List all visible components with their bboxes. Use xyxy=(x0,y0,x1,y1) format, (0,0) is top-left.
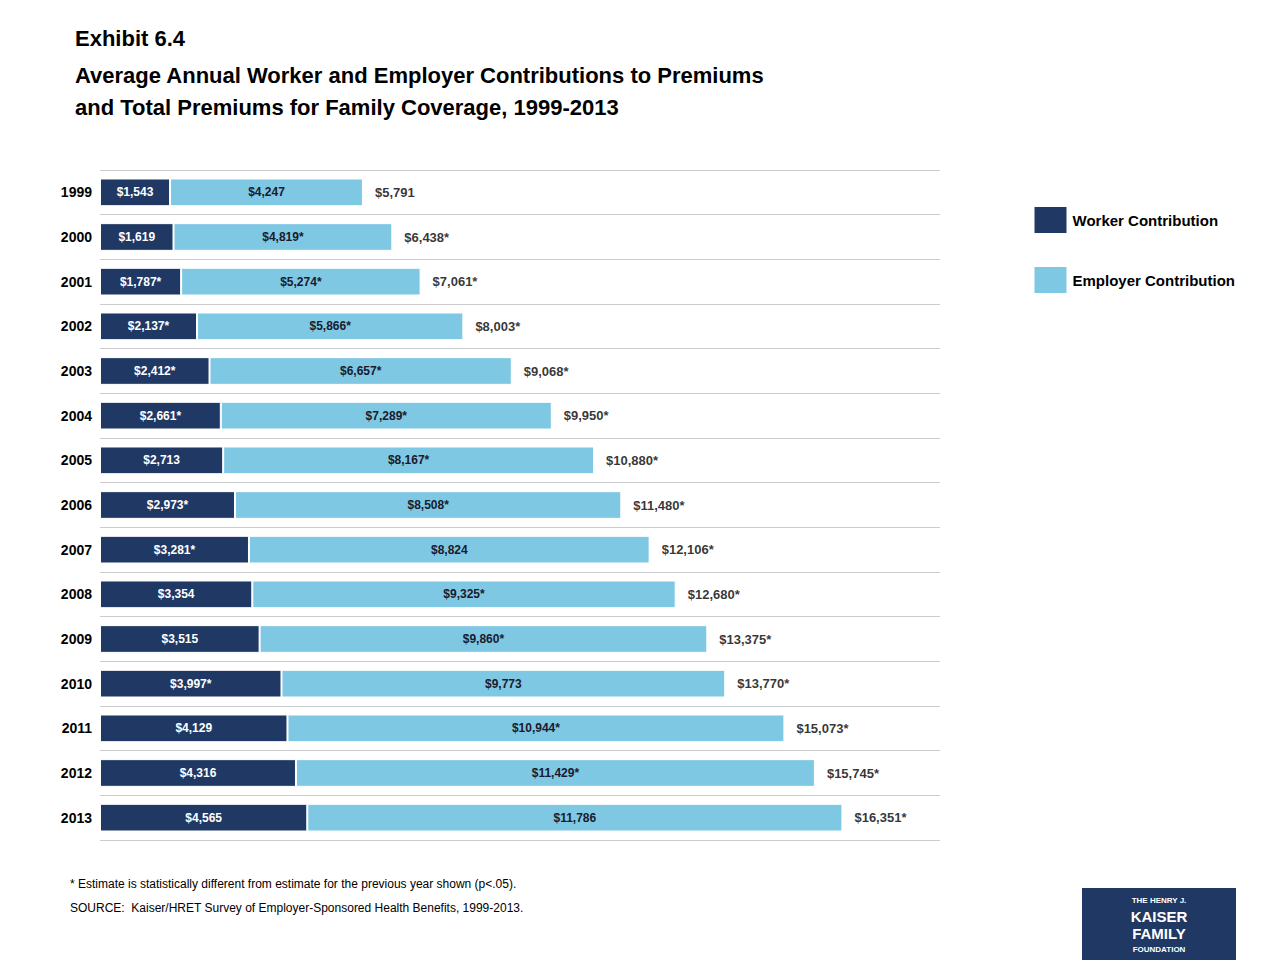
svg-text:$5,791: $5,791 xyxy=(375,185,415,200)
svg-text:$8,508*: $8,508* xyxy=(407,498,449,512)
svg-text:2011: 2011 xyxy=(62,720,93,736)
svg-text:$3,515: $3,515 xyxy=(161,632,198,646)
svg-text:Average Annual Worker and Empl: Average Annual Worker and Employer Contr… xyxy=(75,63,764,88)
svg-text:2009: 2009 xyxy=(61,631,92,647)
svg-text:FAMILY: FAMILY xyxy=(1132,925,1186,942)
svg-text:$1,787*: $1,787* xyxy=(120,275,162,289)
svg-text:$5,866*: $5,866* xyxy=(310,319,352,333)
svg-text:FOUNDATION: FOUNDATION xyxy=(1133,945,1186,954)
svg-text:$4,247: $4,247 xyxy=(248,185,285,199)
svg-text:* Estimate is statistically di: * Estimate is statistically different fr… xyxy=(70,877,516,891)
svg-text:$2,713: $2,713 xyxy=(143,453,180,467)
svg-text:$2,412*: $2,412* xyxy=(134,364,176,378)
svg-text:$5,274*: $5,274* xyxy=(280,275,322,289)
svg-text:$13,375*: $13,375* xyxy=(719,632,772,647)
svg-text:2000: 2000 xyxy=(61,229,92,245)
svg-text:$3,281*: $3,281* xyxy=(154,543,196,557)
svg-text:2001: 2001 xyxy=(61,274,92,290)
svg-text:$2,973*: $2,973* xyxy=(147,498,189,512)
svg-text:$15,073*: $15,073* xyxy=(796,721,849,736)
svg-text:Exhibit 6.4: Exhibit 6.4 xyxy=(75,26,186,51)
svg-text:$11,786: $11,786 xyxy=(553,811,596,825)
svg-text:$7,289*: $7,289* xyxy=(366,409,408,423)
svg-text:$8,003*: $8,003* xyxy=(475,319,521,334)
svg-text:2012: 2012 xyxy=(61,765,92,781)
svg-text:SOURCE: Kaiser/HRET Survey of: SOURCE: Kaiser/HRET Survey of Employer-S… xyxy=(70,901,523,915)
svg-text:$9,860*: $9,860* xyxy=(463,632,505,646)
svg-text:and Total Premiums for Family: and Total Premiums for Family Coverage, … xyxy=(75,95,619,120)
svg-text:Employer Contribution: Employer Contribution xyxy=(1073,272,1236,289)
svg-text:$13,770*: $13,770* xyxy=(737,676,790,691)
svg-text:1999: 1999 xyxy=(61,184,92,200)
svg-text:2013: 2013 xyxy=(61,810,92,826)
svg-text:$4,819*: $4,819* xyxy=(262,230,304,244)
svg-text:$2,137*: $2,137* xyxy=(128,319,170,333)
svg-text:$11,480*: $11,480* xyxy=(633,498,685,513)
svg-text:$12,106*: $12,106* xyxy=(662,542,715,557)
svg-text:$4,316: $4,316 xyxy=(180,766,217,780)
svg-text:$10,880*: $10,880* xyxy=(606,453,659,468)
svg-text:KAISER: KAISER xyxy=(1131,908,1188,925)
svg-text:$10,944*: $10,944* xyxy=(512,721,560,735)
svg-text:2005: 2005 xyxy=(61,452,92,468)
svg-text:2002: 2002 xyxy=(61,318,92,334)
svg-text:$9,773: $9,773 xyxy=(485,677,522,691)
svg-text:$8,824: $8,824 xyxy=(431,543,468,557)
svg-text:$6,657*: $6,657* xyxy=(340,364,382,378)
svg-text:THE HENRY J.: THE HENRY J. xyxy=(1132,896,1187,905)
svg-text:2003: 2003 xyxy=(61,363,92,379)
svg-text:$16,351*: $16,351* xyxy=(854,810,907,825)
svg-text:2008: 2008 xyxy=(61,586,92,602)
svg-text:$1,543: $1,543 xyxy=(117,185,154,199)
svg-text:$4,565: $4,565 xyxy=(185,811,222,825)
svg-text:2007: 2007 xyxy=(61,542,92,558)
svg-text:$9,068*: $9,068* xyxy=(524,364,570,379)
svg-text:$4,129: $4,129 xyxy=(175,721,212,735)
svg-text:$11,429*: $11,429* xyxy=(532,766,580,780)
svg-text:$2,661*: $2,661* xyxy=(140,409,182,423)
svg-text:$8,167*: $8,167* xyxy=(388,453,430,467)
svg-text:$7,061*: $7,061* xyxy=(433,274,479,289)
svg-text:$9,325*: $9,325* xyxy=(443,587,485,601)
svg-text:$1,619: $1,619 xyxy=(118,230,155,244)
svg-text:2006: 2006 xyxy=(61,497,92,513)
svg-text:2004: 2004 xyxy=(61,408,92,424)
svg-text:$6,438*: $6,438* xyxy=(404,230,450,245)
svg-text:$9,950*: $9,950* xyxy=(564,408,610,423)
svg-text:$12,680*: $12,680* xyxy=(688,587,741,602)
svg-text:2010: 2010 xyxy=(61,676,92,692)
svg-text:Worker Contribution: Worker Contribution xyxy=(1073,212,1219,229)
svg-text:$3,997*: $3,997* xyxy=(170,677,212,691)
svg-text:$3,354: $3,354 xyxy=(158,587,195,601)
svg-text:$15,745*: $15,745* xyxy=(827,766,880,781)
